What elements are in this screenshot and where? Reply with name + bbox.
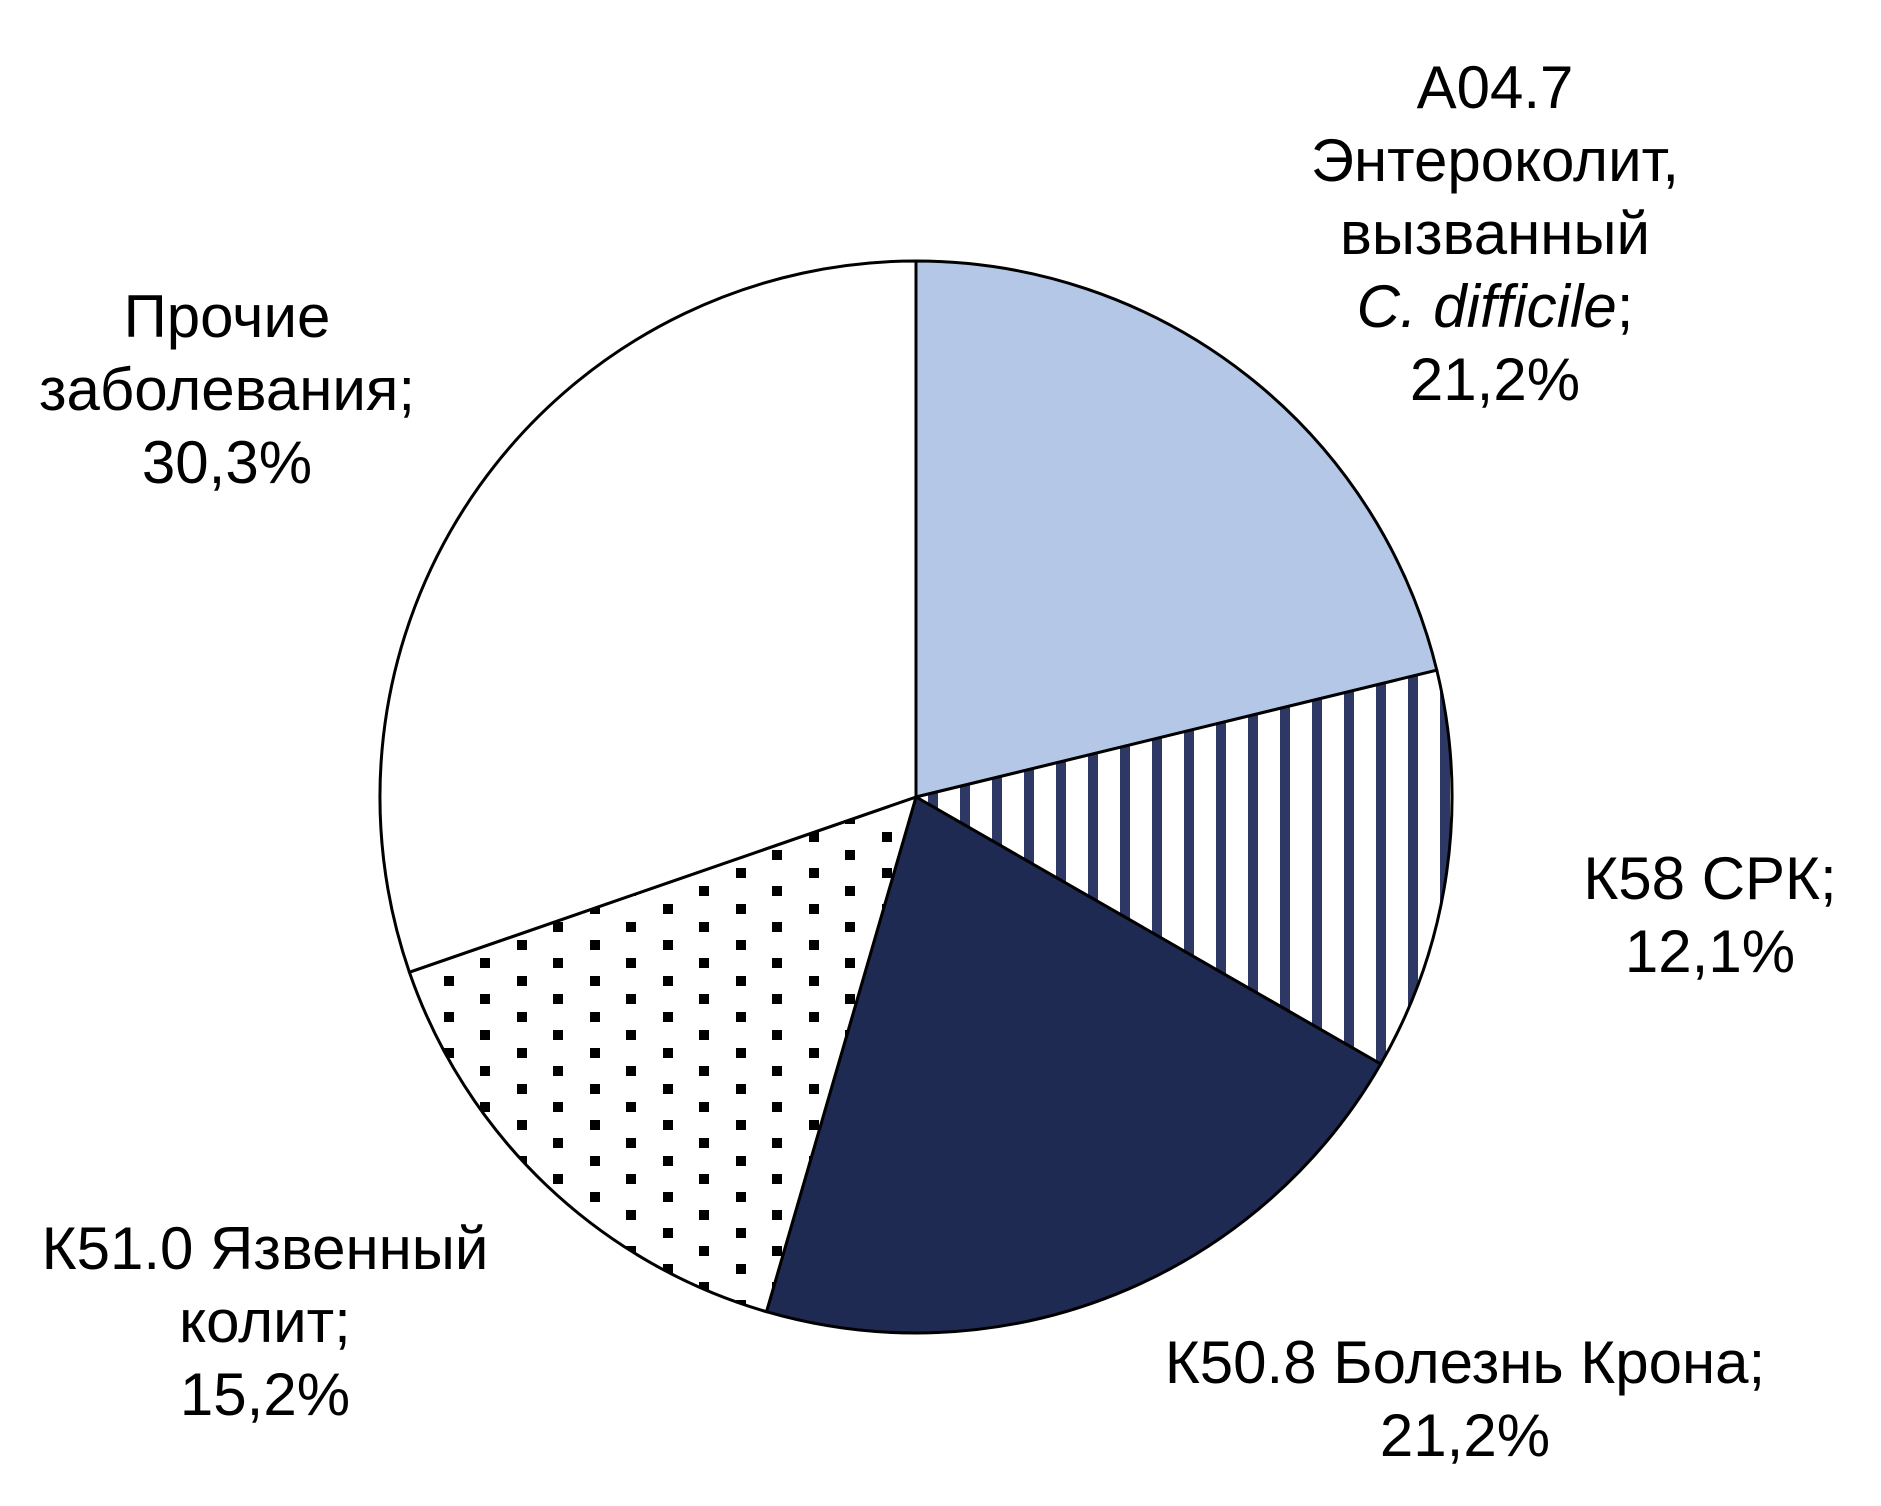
- slice-label-line: А04.7: [1416, 54, 1574, 121]
- slice-percent: 12,1%: [1624, 918, 1796, 985]
- pie-slice-other: [378, 259, 918, 974]
- slice-label-line: К50.8 Болезнь Крона;: [1164, 1329, 1766, 1396]
- slice-label-line: К51.0 Язвенный: [41, 1215, 489, 1282]
- slice-percent: 30,3%: [141, 429, 313, 496]
- slice-label-line: колит;: [179, 1288, 351, 1355]
- slice-label-line: Прочие: [123, 283, 331, 350]
- pie-slice-k508: [765, 795, 1383, 1335]
- c-difficile-punct: ;: [1616, 273, 1634, 340]
- slice-percent: 21,2%: [1379, 1402, 1551, 1469]
- slice-percent: 15,2%: [179, 1361, 351, 1428]
- c-difficile-italic: C. difficile: [1356, 273, 1617, 340]
- slice-label-line: К58 СРК;: [1583, 845, 1837, 912]
- pie-slice-a047: [914, 259, 1439, 799]
- slice-label-a047-enterocolitis: А04.7 Энтероколит, вызванный C. difficil…: [1311, 51, 1679, 416]
- pie-slice-k510: [407, 795, 918, 1314]
- slice-label-line: вызванный: [1340, 200, 1650, 267]
- slice-label-k58-ibs: К58 СРК; 12,1%: [1583, 842, 1836, 988]
- slice-label-line: Энтероколит,: [1310, 127, 1680, 194]
- pie-slice-k58: [914, 668, 1454, 1066]
- slice-label-k510-ulcerative-colitis: К51.0 Язвенный колит; 15,2%: [42, 1212, 489, 1431]
- slice-percent: 21,2%: [1409, 346, 1581, 413]
- slice-label-k508-crohn: К50.8 Болезнь Крона; 21,2%: [1165, 1326, 1765, 1472]
- slice-label-line: C. difficile;: [1311, 270, 1679, 343]
- slice-label-other-diseases: Прочие заболевания; 30,3%: [39, 280, 415, 499]
- slice-label-line: заболевания;: [38, 356, 416, 423]
